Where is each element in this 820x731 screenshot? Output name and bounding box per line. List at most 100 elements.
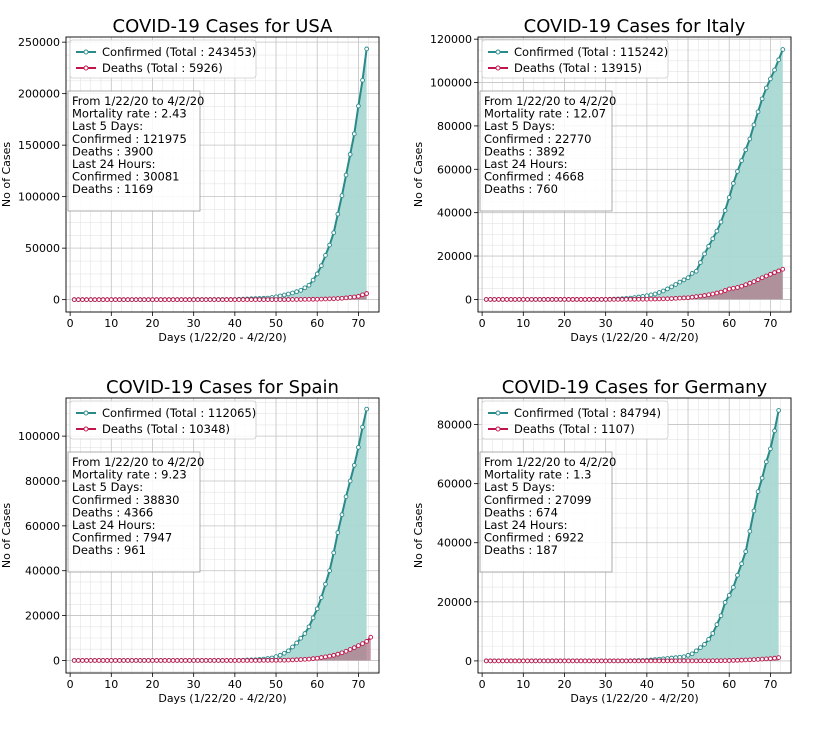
- data-point-deaths: [306, 296, 312, 302]
- data-point-deaths: [582, 297, 588, 302]
- data-point-deaths: [739, 283, 744, 289]
- annotation-line: Deaths : 187: [484, 543, 558, 557]
- data-point-deaths: [673, 658, 679, 664]
- data-point-confirmed: [755, 489, 761, 494]
- data-point-deaths: [500, 658, 506, 664]
- x-tick-label: 10: [516, 317, 530, 330]
- data-point-deaths: [578, 658, 584, 664]
- data-point-deaths: [599, 658, 604, 664]
- data-point-deaths: [277, 657, 283, 663]
- legend-marker: [495, 49, 501, 55]
- annotation-line: Confirmed : 22770: [484, 132, 591, 146]
- data-point-deaths: [228, 297, 234, 302]
- data-point-deaths: [632, 658, 637, 664]
- data-point-confirmed: [730, 584, 736, 590]
- data-point-deaths: [488, 658, 493, 664]
- data-point-deaths: [566, 297, 571, 302]
- data-point-confirmed: [290, 290, 295, 296]
- data-point-confirmed: [730, 181, 736, 186]
- data-point-deaths: [780, 266, 786, 272]
- legend-marker: [495, 65, 501, 71]
- data-point-confirmed: [281, 292, 287, 298]
- data-point-deaths: [195, 297, 201, 302]
- series-area-confirmed: [74, 48, 367, 300]
- data-point-deaths: [335, 651, 341, 657]
- data-point-deaths: [281, 297, 287, 302]
- plot-frame: [65, 36, 380, 313]
- data-point-deaths: [722, 288, 728, 293]
- data-point-deaths: [108, 658, 114, 663]
- data-point-deaths: [269, 657, 275, 663]
- data-point-deaths: [619, 297, 625, 302]
- data-point-confirmed: [677, 279, 683, 285]
- data-point-deaths: [681, 295, 687, 301]
- data-point-confirmed: [286, 648, 291, 654]
- data-point-deaths: [483, 658, 489, 664]
- data-point-confirmed: [763, 85, 769, 91]
- data-point-deaths: [776, 655, 781, 660]
- data-point-deaths: [537, 297, 543, 302]
- data-point-deaths: [191, 297, 197, 302]
- data-point-deaths: [541, 658, 547, 664]
- y-tick-label: 60000: [437, 163, 472, 176]
- data-point-deaths: [277, 297, 283, 302]
- data-point-deaths: [599, 297, 604, 302]
- x-tick-label: 50: [681, 678, 695, 691]
- x-tick-label: 20: [145, 317, 159, 330]
- data-point-deaths: [636, 658, 641, 664]
- data-point-confirmed: [768, 446, 773, 452]
- data-point-confirmed: [743, 147, 749, 153]
- data-point-deaths: [525, 658, 530, 664]
- data-point-deaths: [689, 658, 695, 664]
- legend-marker: [495, 410, 501, 416]
- data-point-deaths: [240, 658, 246, 663]
- annotation-line: Deaths : 961: [72, 543, 146, 557]
- data-point-deaths: [183, 297, 188, 302]
- data-point-deaths: [722, 658, 728, 663]
- data-point-deaths: [772, 655, 777, 661]
- data-point-deaths: [166, 658, 172, 663]
- data-point-deaths: [698, 658, 703, 664]
- data-point-deaths: [356, 643, 361, 648]
- legend-entry: Deaths (Total : 13915): [514, 61, 642, 75]
- annotation-box: [479, 451, 613, 573]
- data-point-deaths: [339, 295, 345, 301]
- y-tick-label: 80000: [25, 475, 60, 488]
- data-point-deaths: [104, 297, 110, 302]
- data-point-deaths: [615, 658, 621, 664]
- legend-entry: Confirmed (Total : 84794): [514, 406, 661, 420]
- data-point-confirmed: [677, 654, 683, 660]
- data-point-deaths: [248, 297, 254, 302]
- annotation-line: Deaths : 3892: [484, 144, 565, 158]
- data-point-deaths: [224, 297, 229, 302]
- data-point-confirmed: [648, 292, 654, 298]
- series-area-deaths: [74, 637, 371, 661]
- legend-marker: [83, 65, 89, 71]
- data-point-deaths: [331, 652, 337, 658]
- x-tick-label: 0: [479, 678, 486, 691]
- data-point-deaths: [623, 297, 629, 302]
- data-point-deaths: [611, 297, 617, 302]
- data-point-deaths: [772, 270, 777, 275]
- data-point-deaths: [211, 658, 217, 663]
- data-point-deaths: [257, 658, 262, 663]
- y-tick-label: 80000: [437, 419, 472, 432]
- data-point-deaths: [310, 656, 316, 661]
- y-tick-label: 100000: [430, 77, 472, 90]
- data-point-deaths: [146, 297, 151, 302]
- data-point-confirmed: [351, 131, 357, 137]
- data-point-confirmed: [347, 478, 353, 484]
- data-point-deaths: [137, 297, 143, 302]
- data-point-deaths: [170, 658, 176, 663]
- data-point-deaths: [133, 297, 139, 302]
- y-tick-label: 100000: [18, 191, 60, 204]
- data-point-confirmed: [722, 208, 728, 213]
- data-point-deaths: [665, 658, 670, 664]
- chart-title: COVID-19 Cases for USA: [113, 16, 334, 37]
- y-tick-label: 60000: [437, 478, 472, 491]
- data-point-deaths: [533, 658, 539, 664]
- data-point-deaths: [718, 289, 724, 295]
- annotation-line: Mortality rate : 2.43: [72, 107, 187, 121]
- x-tick-label: 50: [269, 317, 283, 330]
